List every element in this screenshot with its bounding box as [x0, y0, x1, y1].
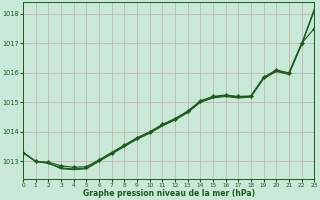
X-axis label: Graphe pression niveau de la mer (hPa): Graphe pression niveau de la mer (hPa) — [83, 189, 255, 198]
